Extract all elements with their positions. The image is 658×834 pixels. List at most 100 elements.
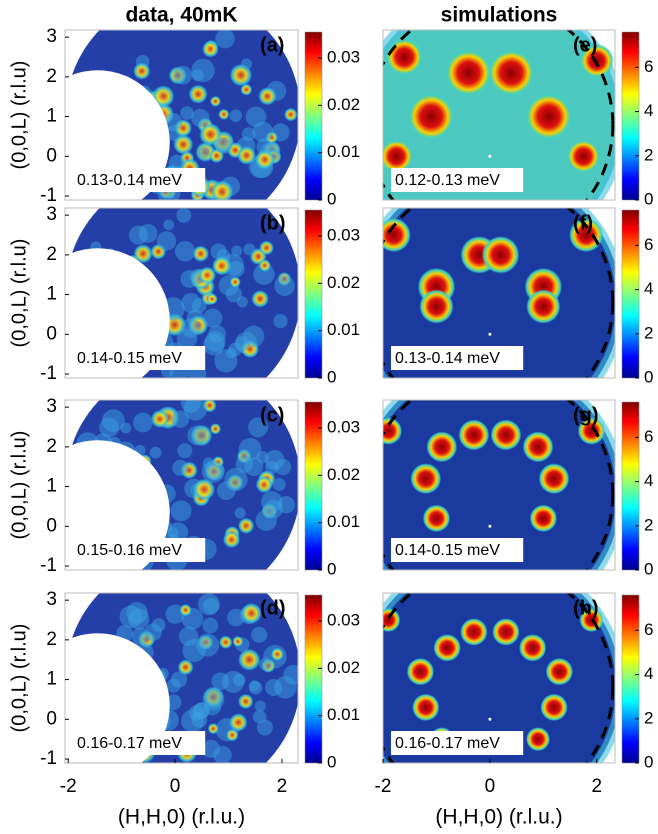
intensity-blob bbox=[540, 693, 568, 722]
y-tick-label: -1 bbox=[40, 363, 57, 384]
intensity-blob bbox=[274, 275, 295, 297]
intensity-blob bbox=[241, 127, 256, 142]
y-tick-label: 2 bbox=[46, 629, 57, 650]
annotation-bg bbox=[73, 168, 206, 192]
intensity-blob bbox=[492, 618, 520, 646]
dashed-circle bbox=[383, 208, 615, 378]
panel-frame bbox=[64, 399, 299, 571]
y-tick-label: 1 bbox=[46, 284, 57, 305]
colorbar-tick-label: 4 bbox=[644, 101, 653, 120]
panel: (a) 0.13-0.14 meV -1 0 1 2 3 data, 40mK (0,0,L) … bbox=[8, 4, 360, 209]
panel-label: (a) bbox=[260, 34, 284, 56]
origin bbox=[488, 332, 492, 336]
colorbar-tick-label: 4 bbox=[644, 279, 653, 298]
intensity-blob bbox=[187, 425, 207, 446]
intensity-blob bbox=[524, 92, 573, 141]
x-axis-label: (H,H,0) (r.l.u.) bbox=[118, 806, 245, 829]
intensity-blob bbox=[180, 106, 194, 120]
intensity-blob bbox=[176, 208, 192, 223]
y-tick-label: 0 bbox=[46, 145, 57, 166]
x-tick-label: 0 bbox=[485, 776, 496, 797]
panel: (g) 0.14-0.15 meV 0 2 4 6 bbox=[382, 399, 653, 578]
colorbar-tick-label: 0.02 bbox=[327, 273, 360, 292]
annotation-bg bbox=[73, 346, 206, 370]
intensity-blob bbox=[164, 112, 183, 132]
coverage bbox=[383, 208, 615, 378]
colorbar-tick-label: 0 bbox=[644, 189, 653, 208]
intensity-blob bbox=[251, 626, 268, 643]
intensity-blob bbox=[120, 422, 132, 434]
intensity-blob bbox=[238, 437, 262, 461]
panel-label: (g) bbox=[573, 404, 599, 426]
y-tick-label: 2 bbox=[46, 244, 57, 265]
intensity-blob bbox=[566, 139, 601, 174]
unmeasured bbox=[65, 763, 143, 783]
origin bbox=[488, 154, 492, 158]
y-tick-label: 3 bbox=[46, 396, 57, 417]
annotation-bg bbox=[73, 538, 206, 562]
intensity-blob bbox=[385, 38, 424, 76]
panel-frame bbox=[64, 207, 299, 379]
y-tick-label: 1 bbox=[46, 669, 57, 690]
heatmap bbox=[383, 208, 615, 378]
intensity-blob bbox=[254, 700, 266, 712]
intensity-blob bbox=[240, 602, 262, 624]
intensity-blob bbox=[152, 85, 175, 108]
colorbar bbox=[304, 31, 323, 201]
intensity-blob bbox=[255, 476, 273, 493]
intensity-blob bbox=[149, 446, 162, 459]
y-tick-label: -1 bbox=[40, 555, 57, 576]
intensity-blob bbox=[526, 289, 561, 324]
intensity-blob bbox=[177, 443, 193, 459]
intensity-blob bbox=[229, 109, 242, 122]
intensity-blob bbox=[255, 149, 275, 170]
origin bbox=[488, 524, 492, 528]
heatmap bbox=[65, 400, 298, 570]
intensity-blob bbox=[198, 146, 210, 159]
intensity-blob bbox=[171, 410, 190, 428]
intensity-blob bbox=[177, 659, 194, 676]
intensity-blob bbox=[460, 618, 488, 646]
intensity-blob bbox=[238, 648, 261, 671]
intensity-blob bbox=[174, 241, 196, 262]
colorbar-tick-label: 0.02 bbox=[327, 95, 360, 114]
intensity-blob bbox=[172, 459, 189, 476]
colorbar-tick-label: 0.03 bbox=[327, 48, 360, 67]
colorbar bbox=[304, 594, 323, 764]
panel-label: (d) bbox=[260, 597, 286, 619]
annotation: 0.14-0.15 meV bbox=[395, 542, 500, 559]
intensity-blob bbox=[238, 517, 255, 534]
colorbar bbox=[621, 31, 640, 201]
intensity-blob bbox=[210, 180, 234, 200]
intensity-blob bbox=[490, 419, 522, 451]
intensity-blob bbox=[444, 48, 493, 97]
annotation-bg bbox=[391, 731, 524, 755]
colorbar-tick-label: 0 bbox=[644, 559, 653, 578]
intensity-blob bbox=[277, 496, 295, 514]
panel: (f) 0.13-0.14 meV 0 2 4 6 bbox=[382, 207, 653, 386]
intensity-blob bbox=[383, 139, 414, 174]
dashed-circle bbox=[383, 400, 615, 570]
x-tick-label: 2 bbox=[277, 776, 288, 797]
x-tick-label: -2 bbox=[60, 776, 77, 797]
intensity-blob bbox=[151, 618, 166, 632]
intensity-blob bbox=[199, 123, 222, 146]
intensity-blob bbox=[203, 597, 220, 614]
intensity-blob bbox=[249, 681, 263, 695]
intensity-blob bbox=[128, 608, 150, 630]
intensity-blob bbox=[168, 154, 185, 171]
intensity-blob bbox=[383, 217, 411, 253]
intensity-blob bbox=[202, 40, 219, 58]
intensity-blob bbox=[487, 48, 536, 97]
dashed-circle bbox=[383, 593, 615, 763]
intensity-blob bbox=[577, 417, 606, 445]
intensity-blob bbox=[406, 657, 435, 686]
panel: (h) 0.16-0.17 meV -2 0 2 (H,H,0) (r.l.u.) 0 2 4 6 bbox=[375, 592, 653, 829]
colorbar-tick-label: 0.02 bbox=[327, 658, 360, 677]
intensity-blob bbox=[234, 507, 246, 519]
intensity-blob bbox=[202, 688, 225, 711]
intensity-blob bbox=[243, 243, 256, 256]
intensity-blob bbox=[222, 530, 241, 549]
intensity-blob bbox=[274, 676, 297, 699]
colorbar bbox=[621, 209, 640, 379]
